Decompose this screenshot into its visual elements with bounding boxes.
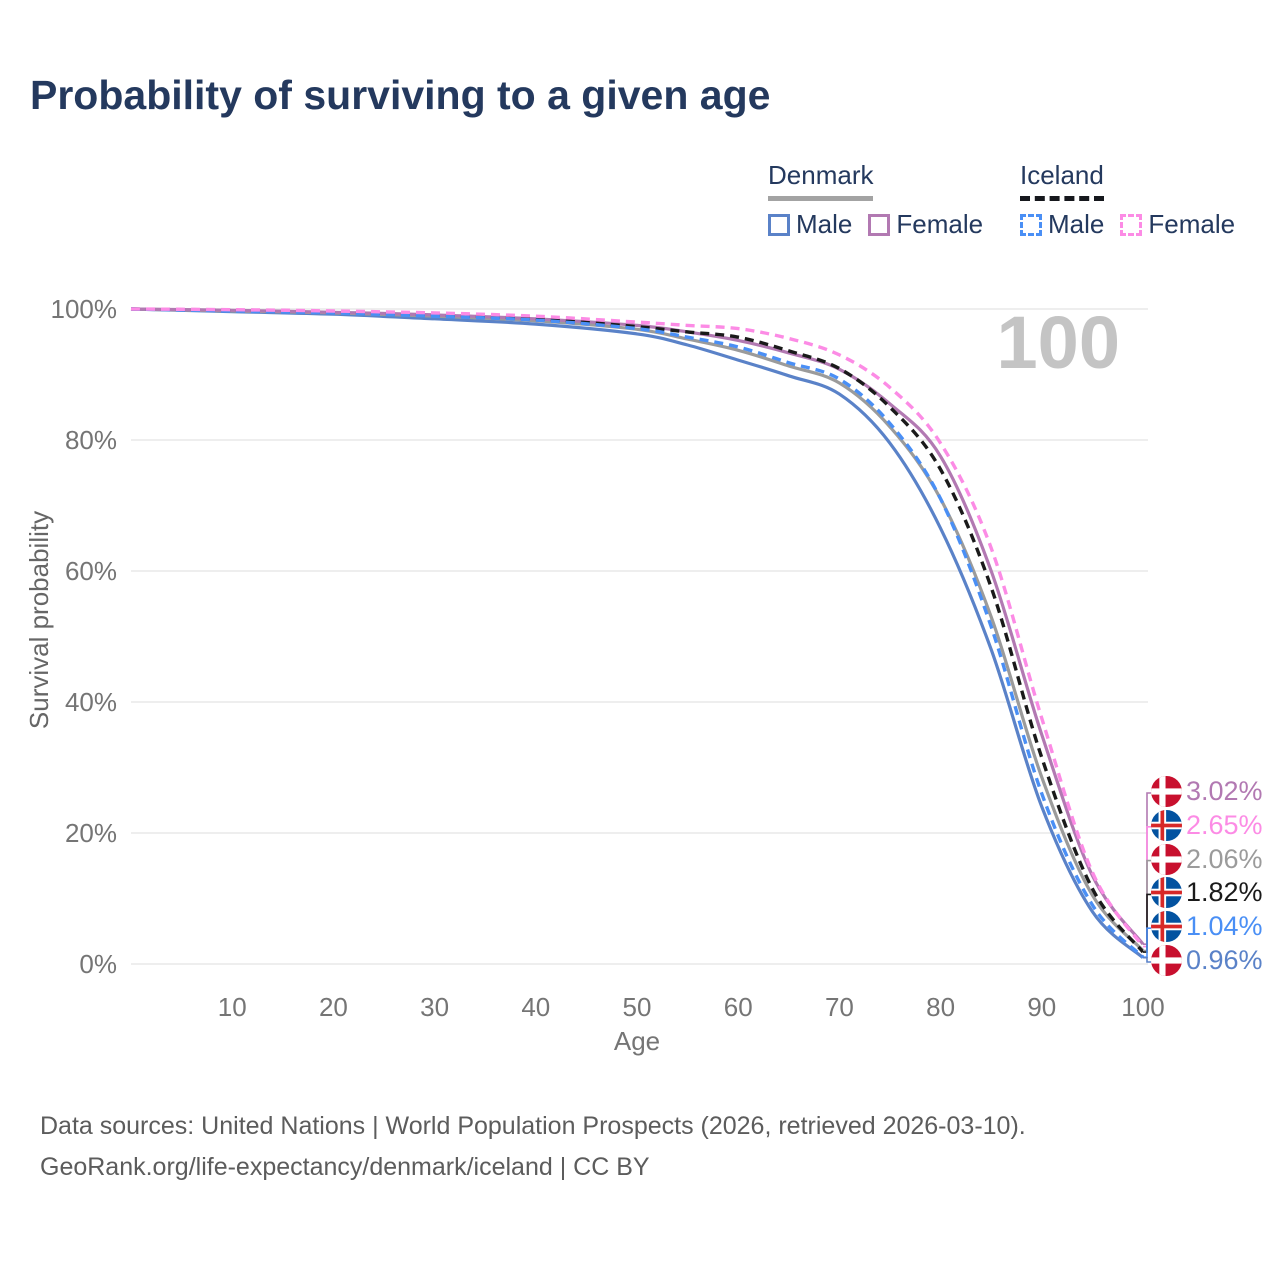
end-label-leader-line	[1143, 893, 1151, 953]
series-line-iceland-male[interactable]	[130, 307, 1145, 959]
legend-item-iceland-female[interactable]: Female	[1120, 209, 1235, 240]
legend-item-denmark-female[interactable]: Female	[868, 209, 983, 240]
legend-item-label: Male	[796, 209, 853, 239]
series-line-denmark-female[interactable]	[130, 307, 1145, 946]
x-axis-tick-label: 50	[623, 992, 652, 1022]
legend-item-label: Male	[1048, 209, 1105, 239]
x-axis-tick-label: 100	[1121, 992, 1164, 1022]
x-axis-tick-label: 10	[218, 992, 247, 1022]
data-sources-text: Data sources: United Nations | World Pop…	[40, 1112, 1026, 1140]
y-axis-title: Survival probability	[24, 511, 54, 729]
series-line-iceland-both[interactable]	[130, 307, 1145, 954]
y-axis-tick-label: 0%	[79, 949, 117, 979]
iceland-male-swatch-icon	[1020, 213, 1042, 236]
series-line-denmark-male[interactable]	[130, 307, 1145, 959]
end-label-leader-line	[1143, 956, 1151, 963]
y-axis-tick-label: 20%	[65, 818, 117, 848]
x-axis-tick-label: 30	[420, 992, 449, 1022]
x-axis-tick-label: 60	[724, 992, 753, 1022]
legend-group-iceland: Iceland Male Female	[1020, 160, 1251, 240]
legend-denmark-header: Denmark	[768, 160, 874, 201]
attribution-text: GeoRank.org/life-expectancy/denmark/icel…	[40, 1153, 650, 1181]
y-axis-tick-label: 40%	[65, 687, 117, 717]
legend-item-label: Female	[1148, 209, 1236, 239]
series-line-iceland-female[interactable]	[130, 307, 1145, 948]
x-axis-tick-label: 70	[825, 992, 854, 1022]
x-axis-tick-label: 90	[1027, 992, 1056, 1022]
legend-item-iceland-male[interactable]: Male	[1020, 209, 1104, 240]
legend-item-denmark-male[interactable]: Male	[768, 209, 852, 240]
x-axis-tick-label: 40	[521, 992, 550, 1022]
x-axis-tick-label: 80	[926, 992, 955, 1022]
legend-iceland-header: Iceland	[1020, 160, 1104, 201]
denmark-female-swatch-icon	[868, 213, 891, 236]
iceland-female-swatch-icon	[1120, 213, 1143, 236]
page-title: Probability of surviving to a given age	[30, 72, 771, 118]
x-axis-tick-label: 20	[319, 992, 348, 1022]
series-line-denmark-both[interactable]	[130, 307, 1145, 952]
y-axis-tick-label: 80%	[65, 425, 117, 455]
legend-group-denmark: Denmark Male Female	[768, 160, 999, 240]
denmark-male-swatch-icon	[768, 213, 790, 236]
y-axis-tick-label: 100%	[51, 294, 118, 324]
legend-item-label: Female	[896, 209, 984, 239]
age-watermark: 100	[997, 301, 1120, 384]
y-axis-tick-label: 60%	[65, 556, 117, 586]
x-axis-title: Age	[614, 1026, 660, 1056]
chart-footer: Data sources: United Nations | World Pop…	[40, 1106, 1026, 1188]
